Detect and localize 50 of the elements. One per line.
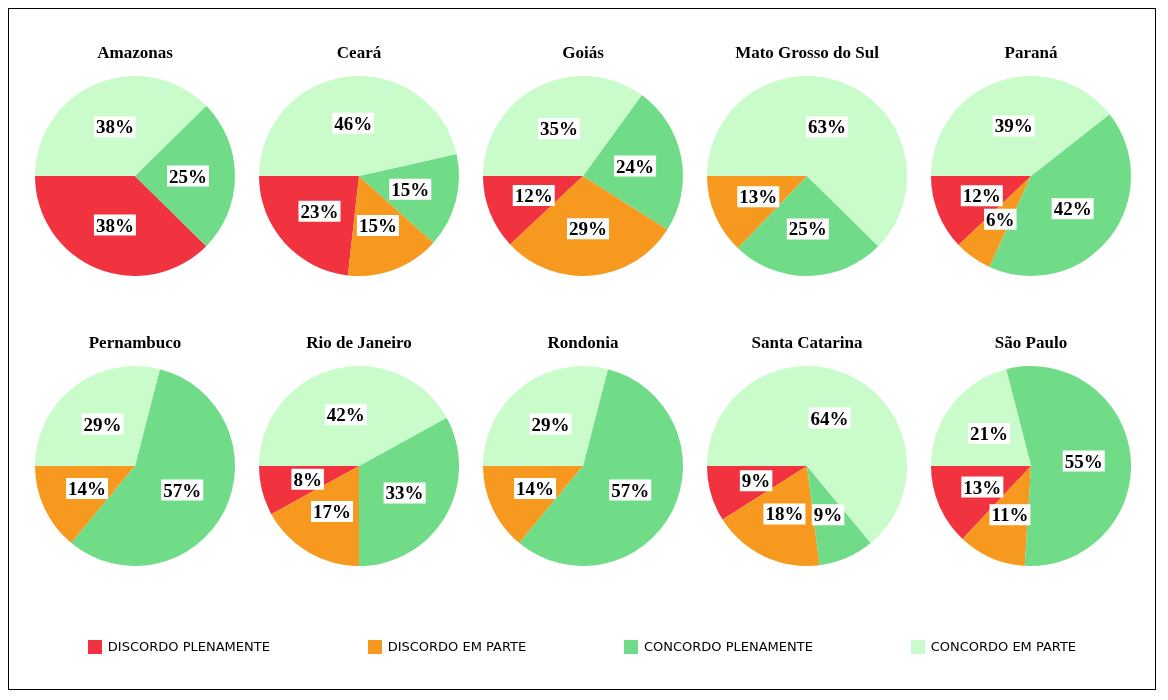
data-label: 14%	[516, 478, 555, 500]
data-label: 21%	[970, 423, 1009, 445]
chart-title: Mato Grosso do Sul	[735, 43, 880, 62]
chart-title: Goiás	[562, 43, 605, 62]
chart-title: São Paulo	[994, 333, 1068, 352]
data-label: 42%	[326, 404, 365, 426]
data-label: 12%	[962, 185, 1001, 207]
legend-label: CONCORDO PLENAMENTE	[643, 639, 813, 654]
data-label: 17%	[313, 501, 352, 523]
legend-label: CONCORDO EM PARTE	[930, 639, 1077, 654]
data-label: 55%	[1064, 450, 1103, 472]
data-label: 12%	[514, 185, 553, 207]
data-label: 8%	[293, 468, 322, 490]
data-label: 6%	[986, 208, 1015, 230]
chart-title: Amazonas	[97, 43, 174, 62]
data-label: 29%	[83, 413, 122, 435]
data-label: 13%	[739, 186, 778, 208]
data-label: 9%	[741, 470, 771, 492]
legend-label: DISCORDO PLENAMENTE	[107, 639, 270, 654]
data-label: 25%	[788, 218, 827, 240]
legend-label: DISCORDO EM PARTE	[387, 639, 527, 654]
data-label: 33%	[385, 482, 424, 504]
data-label: 38%	[95, 214, 134, 236]
data-label: 39%	[994, 115, 1033, 137]
chart-title: Santa Catarina	[751, 333, 863, 352]
chart-title: Paraná	[1004, 43, 1058, 62]
data-label: 63%	[808, 116, 847, 138]
data-label: 64%	[810, 407, 849, 429]
data-label: 24%	[616, 155, 655, 177]
chart-title: Pernambuco	[88, 333, 182, 352]
data-label: 25%	[169, 165, 207, 187]
data-label: 35%	[539, 118, 578, 140]
data-label: 15%	[358, 215, 397, 237]
data-label: 15%	[391, 178, 430, 200]
data-label: 42%	[1053, 198, 1092, 220]
chart-title: Ceará	[336, 43, 382, 62]
chart-title: Rondonia	[547, 333, 619, 352]
data-label: 14%	[68, 478, 107, 500]
data-label: 9%	[813, 504, 843, 526]
data-label: 57%	[163, 479, 202, 501]
data-label: 29%	[568, 218, 607, 240]
data-label: 11%	[991, 504, 1029, 526]
data-label: 29%	[531, 413, 570, 435]
data-label: 38%	[95, 116, 134, 138]
data-label: 18%	[765, 503, 804, 525]
data-label: 13%	[963, 476, 1002, 498]
data-label: 23%	[300, 200, 339, 222]
data-label: 57%	[611, 479, 650, 501]
chart-title: Rio de Janeiro	[306, 333, 412, 352]
data-label: 46%	[334, 112, 373, 134]
